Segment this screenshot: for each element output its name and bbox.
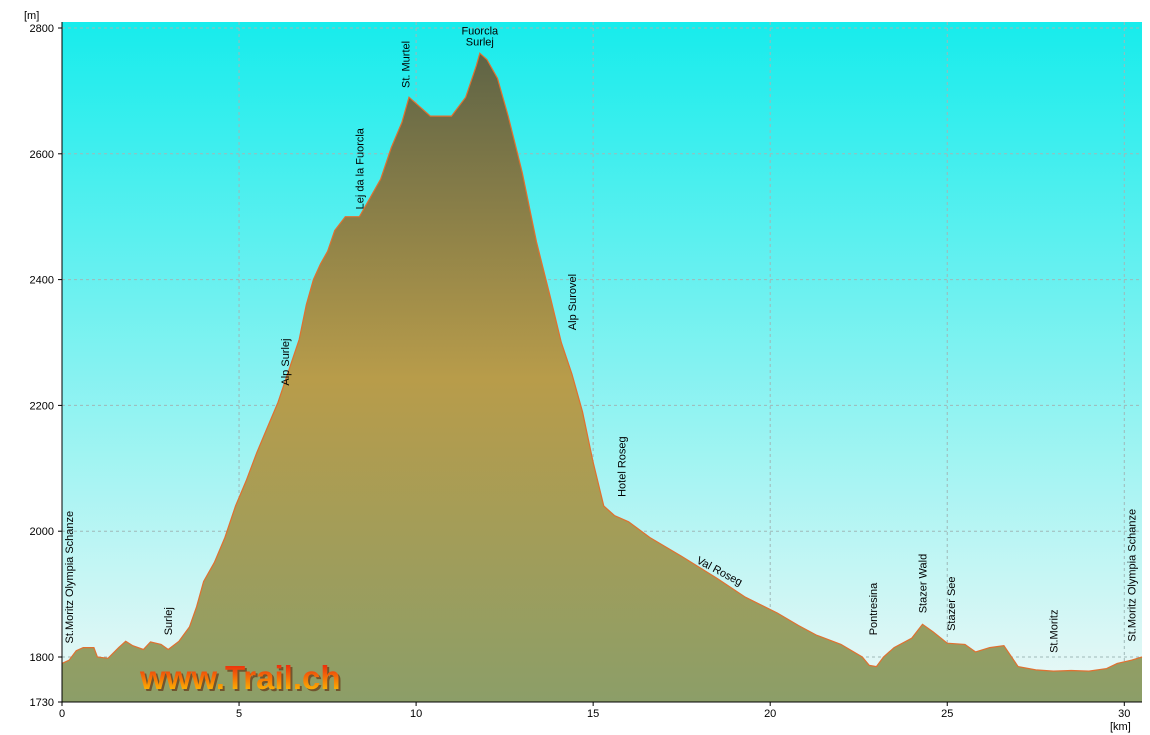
y-tick-label: 2400 (30, 275, 54, 287)
place-label: Pontresina (868, 582, 880, 635)
y-tick-labels: 1730 1800 2000 2200 2400 2600 2800 (30, 23, 62, 709)
place-label: St. Murtel (401, 41, 413, 88)
place-label: St.Moritz (1049, 609, 1061, 652)
terrain-area (62, 53, 1142, 702)
place-label: Stazer Wald (918, 554, 930, 614)
y-tick-label: 1800 (30, 652, 54, 664)
y-tick-label: 2800 (30, 23, 54, 35)
y-tick-label: 2000 (30, 526, 54, 538)
y-tick-label: 2200 (30, 400, 54, 412)
x-tick-label: 5 (236, 708, 242, 720)
place-label: St.Moritz Olympia Schanze (1126, 509, 1138, 642)
axes (61, 22, 1142, 703)
x-tick-label: 15 (587, 708, 599, 720)
place-label: Lej da la Fuorcla (354, 127, 366, 209)
y-tick-label: 1730 (30, 697, 54, 709)
terrain-outline (61, 52, 1143, 672)
place-label: Surlej (466, 37, 494, 49)
place-label: Surlej (163, 607, 175, 635)
y-unit-label: [m] (24, 10, 39, 22)
place-label: Fuorcla (461, 25, 499, 37)
svg-text:www.Trail.ch: www.Trail.ch (141, 661, 343, 698)
place-label: St.Moritz Olympia Schanze (64, 511, 76, 644)
trail-watermark: www.Trail.ch www.Trail.ch (139, 659, 343, 698)
place-label: Hotel Roseg (617, 436, 629, 497)
y-tick-label: 2600 (30, 149, 54, 161)
x-unit-label: [km] (1110, 721, 1131, 733)
x-tick-label: 0 (59, 708, 65, 720)
place-label: Stazer See (946, 576, 958, 630)
x-tick-labels: 0 5 10 15 20 25 30 (59, 702, 1130, 720)
x-tick-label: 20 (764, 708, 776, 720)
x-tick-label: 10 (410, 708, 422, 720)
place-label: Alp Surlej (280, 339, 292, 386)
svg-text:www.Trail.ch: www.Trail.ch (139, 659, 341, 696)
place-annotations: St.Moritz Olympia Schanze Surlej Alp Surle… (64, 25, 1138, 653)
x-tick-label: 30 (1118, 708, 1130, 720)
place-label: Alp Surovel (567, 274, 579, 330)
x-tick-label: 25 (941, 708, 953, 720)
